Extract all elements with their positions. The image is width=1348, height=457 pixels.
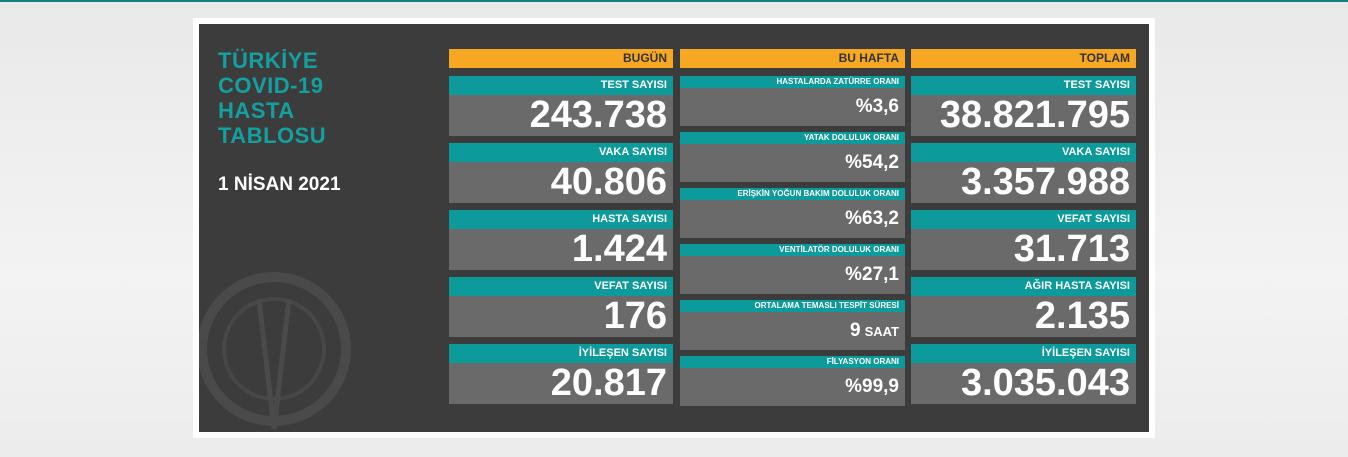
- title-line: TÜRKİYE: [218, 48, 319, 73]
- item-value: 176: [449, 296, 673, 337]
- item-value: 31.713: [911, 229, 1136, 270]
- item-label: ORTALAMA TEMASLI TESPİT SÜRESİ: [680, 300, 905, 312]
- item-unit: SAAT: [864, 324, 899, 339]
- item-label: TEST SAYISI: [449, 76, 673, 95]
- item-value: %99,9: [680, 368, 905, 406]
- panel: TÜRKİYE COVID-19 HASTA TABLOSU 1 NİSAN 2021 B…: [199, 24, 1149, 432]
- item-label: ERİŞKİN YOĞUN BAKIM DOLULUK ORANI: [680, 188, 905, 200]
- top-line: [0, 0, 1348, 2]
- item-value: 3.357.988: [911, 162, 1136, 203]
- item-value: 9 SAAT: [680, 312, 905, 350]
- item-value: %54,2: [680, 144, 905, 182]
- item-value: %3,6: [680, 88, 905, 126]
- item-value: 38.821.795: [911, 95, 1136, 136]
- item-label: TEST SAYISI: [911, 76, 1136, 95]
- item-label: AĞIR HASTA SAYISI: [911, 277, 1136, 296]
- item-value: %27,1: [680, 256, 905, 294]
- emblem: [199, 272, 351, 430]
- item-value: 1.424: [449, 229, 673, 270]
- title-line: HASTA: [218, 98, 295, 123]
- item-label: VEFAT SAYISI: [911, 210, 1136, 229]
- item-label: VENTİLATÖR DOLULUK ORANI: [680, 244, 905, 256]
- title-line: TABLOSU: [218, 123, 327, 148]
- item-label: HASTA SAYISI: [449, 210, 673, 229]
- item-label: HASTALARDA ZATÜRRE ORANI: [680, 76, 905, 88]
- item-label: VEFAT SAYISI: [449, 277, 673, 296]
- item-label: VAKA SAYISI: [449, 143, 673, 162]
- item-value: 2.135: [911, 296, 1136, 337]
- item-label: FİLYASYON ORANI: [680, 356, 905, 368]
- item-label: İYİLEŞEN SAYISI: [449, 344, 673, 363]
- item-value: 20.817: [449, 363, 673, 404]
- column-header: BU HAFTA: [680, 49, 905, 68]
- item-value: 40.806: [449, 162, 673, 203]
- item-label: VAKA SAYISI: [911, 143, 1136, 162]
- item-label: YATAK DOLULUK ORANI: [680, 132, 905, 144]
- title-line: COVID-19: [218, 73, 324, 98]
- date: 1 NİSAN 2021: [218, 174, 341, 195]
- item-value: 3.035.043: [911, 363, 1136, 404]
- column-header: BUGÜN: [449, 49, 673, 68]
- column-header: TOPLAM: [911, 49, 1136, 68]
- item-label: İYİLEŞEN SAYISI: [911, 344, 1136, 363]
- item-value: 243.738: [449, 95, 673, 136]
- item-value: %63,2: [680, 200, 905, 238]
